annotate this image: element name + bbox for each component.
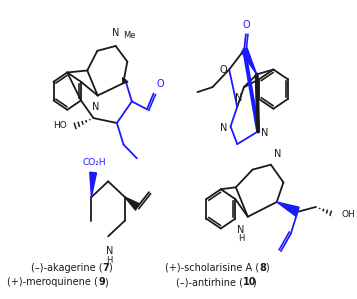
Text: Me: Me bbox=[123, 31, 136, 40]
Text: ): ) bbox=[265, 263, 269, 273]
Polygon shape bbox=[277, 202, 299, 216]
Text: H: H bbox=[107, 256, 113, 265]
Text: N: N bbox=[237, 225, 245, 235]
Text: CO₂H: CO₂H bbox=[83, 158, 107, 167]
Text: (–)-akagerine (: (–)-akagerine ( bbox=[31, 263, 102, 273]
Text: OH: OH bbox=[341, 210, 355, 219]
Text: 7: 7 bbox=[102, 263, 109, 273]
Text: N: N bbox=[261, 128, 269, 138]
Polygon shape bbox=[122, 77, 128, 83]
Polygon shape bbox=[125, 197, 139, 210]
Text: HO: HO bbox=[53, 121, 67, 130]
Text: 9: 9 bbox=[98, 277, 105, 287]
Text: (+)-scholarisine A (: (+)-scholarisine A ( bbox=[165, 263, 259, 273]
Text: N: N bbox=[92, 102, 100, 112]
Text: O: O bbox=[242, 20, 250, 30]
Text: H: H bbox=[238, 234, 245, 243]
Text: 8: 8 bbox=[259, 263, 266, 273]
Text: N: N bbox=[274, 149, 282, 159]
Text: 10: 10 bbox=[242, 277, 256, 287]
Polygon shape bbox=[241, 48, 257, 74]
Text: (–)-antirhine (: (–)-antirhine ( bbox=[176, 277, 242, 287]
Text: N: N bbox=[235, 93, 242, 103]
Text: N: N bbox=[112, 28, 119, 38]
Polygon shape bbox=[90, 172, 96, 197]
Text: O: O bbox=[219, 65, 227, 74]
Text: ): ) bbox=[252, 277, 256, 287]
Text: O: O bbox=[156, 79, 164, 89]
Text: ): ) bbox=[104, 277, 108, 287]
Text: N: N bbox=[106, 246, 114, 256]
Text: N: N bbox=[220, 123, 227, 133]
Text: (+)-meroquinene (: (+)-meroquinene ( bbox=[7, 277, 98, 287]
Text: ): ) bbox=[108, 263, 112, 273]
